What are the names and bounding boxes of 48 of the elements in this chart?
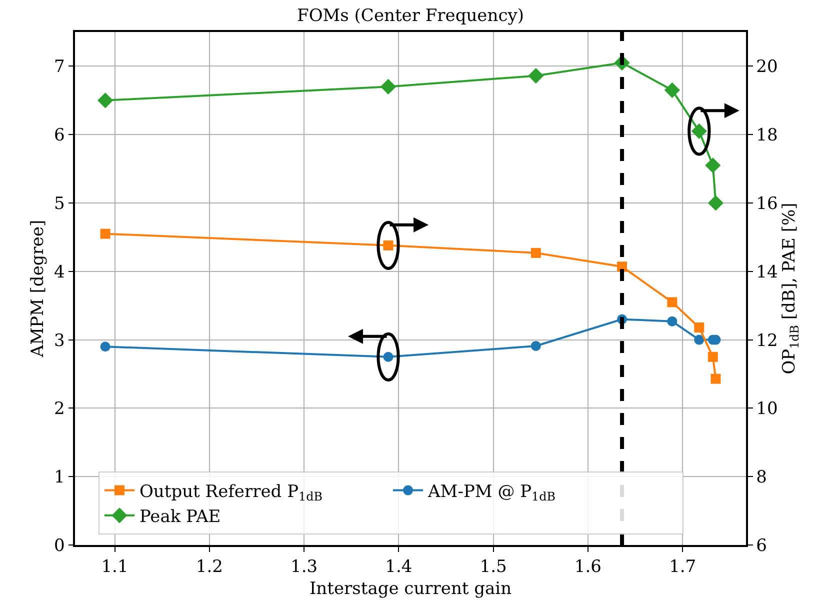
y2-tick-label: 10 (756, 399, 778, 420)
point (380, 78, 396, 95)
y2-tick-label: 14 (756, 262, 778, 282)
point (530, 248, 541, 258)
y-tick-label: 1 (54, 468, 65, 488)
point (694, 334, 704, 345)
point (383, 352, 394, 362)
x-tick-label: 1.3 (290, 557, 318, 578)
point (528, 68, 544, 84)
legend-label: Output Referred P$_{1dB}$ (139, 482, 323, 504)
x-axis-title: Interstage current gain (309, 579, 512, 600)
y-tick-label: 5 (54, 194, 65, 214)
point (617, 262, 628, 272)
point (708, 195, 724, 211)
point (100, 228, 110, 239)
y-tick-label: 0 (54, 536, 65, 556)
y2-tick-label: 20 (756, 57, 778, 78)
y2-tick-label: 18 (756, 126, 778, 146)
point (708, 352, 718, 362)
legend-label: AM-PM @ P$_{1dB}$ (427, 482, 556, 504)
point (97, 92, 114, 108)
point (383, 240, 394, 250)
y-tick-label: 3 (54, 330, 65, 351)
point (694, 322, 704, 332)
point (100, 342, 110, 352)
x-tick-label: 1.2 (196, 557, 223, 578)
y-tick-label: 2 (54, 399, 65, 420)
chart-title: FOMs (Center Frequency) (297, 6, 524, 26)
x-tick-label: 1.5 (480, 557, 507, 578)
x-tick-label: 1.7 (669, 557, 696, 578)
y2-tick-label: 12 (756, 330, 778, 351)
y-tick-label: 4 (54, 262, 65, 282)
y-axis-title: AMPM [degree] (28, 220, 48, 358)
y2-tick-label: 16 (756, 194, 778, 214)
point (664, 82, 680, 98)
point (667, 297, 678, 308)
y2-tick-label: 6 (756, 536, 767, 556)
x-tick-label: 1.4 (385, 557, 412, 578)
x-tick-label: 1.1 (101, 557, 128, 578)
y-tick-label: 6 (54, 126, 65, 146)
point (667, 316, 678, 326)
y2-tick-label: 8 (756, 468, 767, 488)
legend-label: Peak PAE (139, 507, 221, 528)
point (705, 158, 721, 174)
y-tick-label: 7 (54, 57, 65, 78)
point (710, 374, 721, 384)
x-tick-label: 1.6 (574, 557, 602, 578)
point (530, 340, 541, 351)
